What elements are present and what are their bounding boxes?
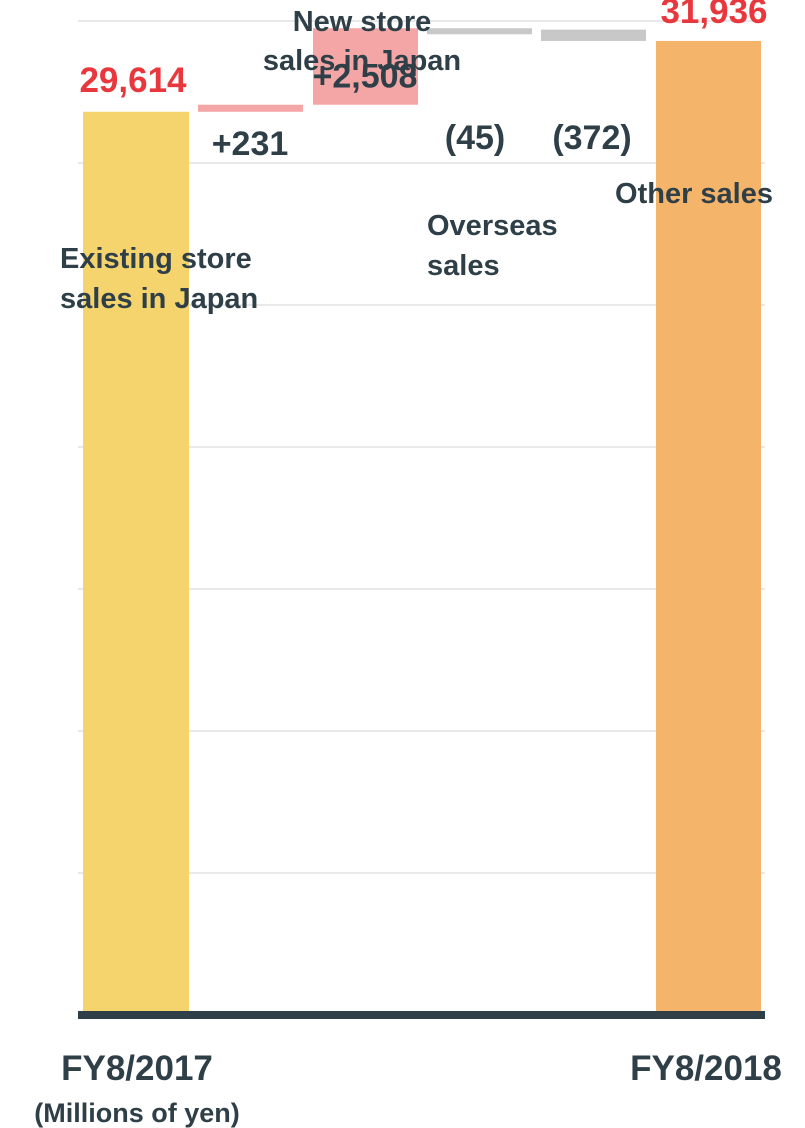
step-name-2-line-2: sales in Japan [263,45,461,77]
value-label-step-4: (372) [552,119,631,157]
bar-step-4 [541,29,646,41]
gridlines [78,20,765,874]
value-label-end: 31,936 [660,0,767,31]
bars [83,28,761,1015]
step-name-2-line-1: New store [293,6,432,38]
bar-step-1 [198,104,303,112]
step-name-1-line-2: sales in Japan [60,283,258,315]
step-name-3-line-2: sales [427,250,500,282]
value-label-step-2: +2,508 [313,58,418,96]
value-label-step-1: +231 [212,125,289,163]
bar-step-2 [313,28,418,105]
value-label-step-3: (45) [445,119,505,157]
bar-end-total [656,40,761,1015]
bar-start-total [83,111,189,1015]
unit-label: (Millions of yen) [34,1098,240,1128]
step-name-3-line-1: Overseas [427,210,558,242]
value-label-start: 29,614 [79,61,187,100]
bar-step-3 [427,28,532,35]
step-name-1-line-1: Existing store [60,243,252,275]
category-label-fy2018: FY8/2018 [630,1049,782,1088]
category-label-fy2017: FY8/2017 [61,1049,213,1088]
labels: 29,614 31,936 +231 +2,508 (45) (372) Existing … [34,0,782,1128]
step-name-4: Other sales [615,178,773,210]
